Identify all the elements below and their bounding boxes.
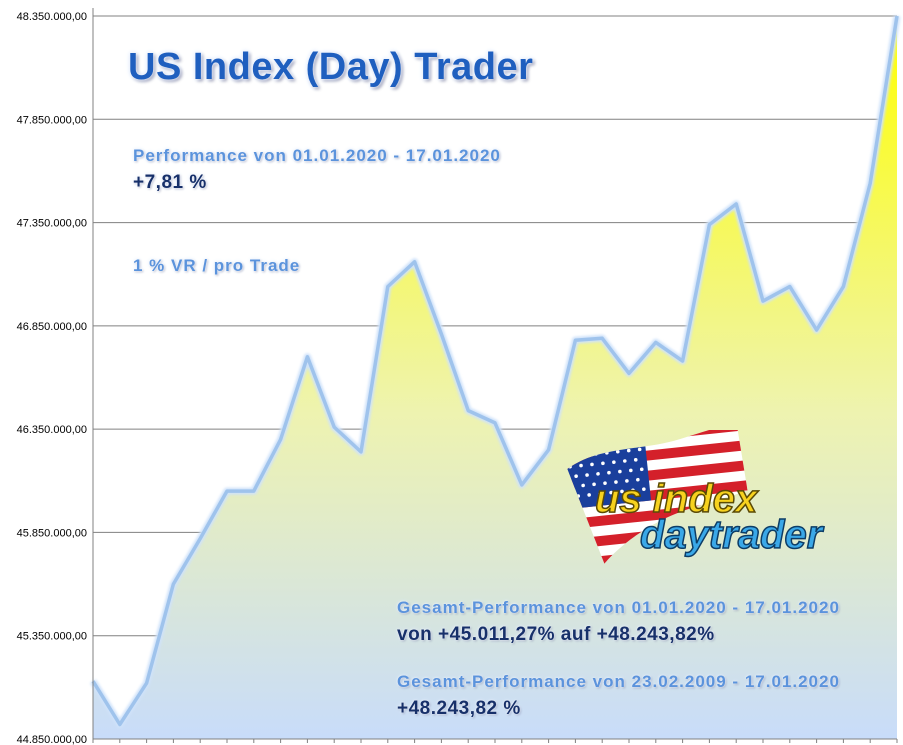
- flag-star: [618, 469, 622, 474]
- area-fill: [93, 16, 897, 739]
- flag-star: [588, 442, 592, 447]
- flag-star: [612, 460, 616, 464]
- us-index-daytrader-logo: us index daytrader: [565, 430, 825, 567]
- flag-star: [637, 447, 642, 452]
- series-line: [91, 15, 899, 727]
- flag-star: [623, 459, 627, 463]
- flag-star: [620, 489, 624, 494]
- flag-star: [633, 458, 638, 462]
- period-performance-value: +7,81 %: [133, 172, 207, 193]
- x-tick-marks: [92, 739, 898, 743]
- total-performance-2009-label: Gesamt-Performance von 23.02.2009 - 17.0…: [397, 672, 840, 691]
- flag-star: [609, 440, 614, 445]
- flag-star: [629, 468, 633, 473]
- period-performance-label: Performance von 01.01.2020 - 17.01.2020: [133, 146, 501, 165]
- flag-star: [574, 474, 578, 478]
- flag-star: [581, 483, 585, 488]
- flag-star: [587, 493, 591, 497]
- logo-text-daytrader: daytrader: [640, 513, 825, 557]
- y-tick-label: 46.850.000,00: [17, 321, 87, 333]
- flag-star: [590, 462, 594, 467]
- y-tick-labels: 44.850.000,00 45.350.000,00 45.850.000,00 4…: [17, 11, 87, 745]
- flag-star: [609, 490, 613, 495]
- y-tick-label: 45.350.000,00: [17, 631, 87, 643]
- flag-star: [598, 491, 602, 496]
- flag-star: [631, 438, 636, 442]
- y-tick-label: 47.850.000,00: [17, 114, 87, 126]
- flag-star: [626, 448, 631, 453]
- total-performance-2020-label: Gesamt-Performance von 01.01.2020 - 17.0…: [397, 598, 840, 617]
- flag-star: [614, 480, 618, 484]
- flag-star: [607, 470, 611, 475]
- flag-star: [570, 484, 574, 489]
- flag-star: [642, 487, 646, 491]
- flag-star: [603, 481, 607, 485]
- total-performance-2020-value: von +45.011,27% auf +48.243,82%: [397, 624, 715, 645]
- flag-star: [596, 472, 600, 476]
- y-tick-label: 48.350.000,00: [17, 11, 87, 23]
- flag-star: [566, 445, 570, 449]
- chart-title: US Index (Day) Trader: [128, 46, 534, 88]
- flag-star: [592, 482, 596, 487]
- flag-star: [572, 454, 576, 459]
- y-tick-label: 44.850.000,00: [17, 734, 87, 745]
- flag-star: [577, 443, 581, 448]
- logo-text-us-index: us index: [595, 477, 759, 521]
- flag-star: [636, 477, 640, 482]
- y-tick-label: 46.350.000,00: [17, 424, 87, 436]
- flag-star: [620, 439, 625, 443]
- flag-star: [579, 463, 583, 468]
- flag-star: [625, 479, 629, 483]
- flag-star: [631, 488, 635, 493]
- flag-star: [599, 441, 603, 446]
- risk-per-trade-label: 1 % VR / pro Trade: [133, 256, 301, 275]
- flag-star: [601, 461, 605, 466]
- flag-star: [583, 453, 587, 457]
- total-performance-2009-value: +48.243,82 %: [397, 698, 521, 719]
- y-tick-label: 47.350.000,00: [17, 218, 87, 230]
- y-tick-label: 45.850.000,00: [17, 527, 87, 539]
- flag-star: [585, 473, 589, 477]
- flag-star: [639, 467, 644, 472]
- flag-star: [615, 449, 620, 454]
